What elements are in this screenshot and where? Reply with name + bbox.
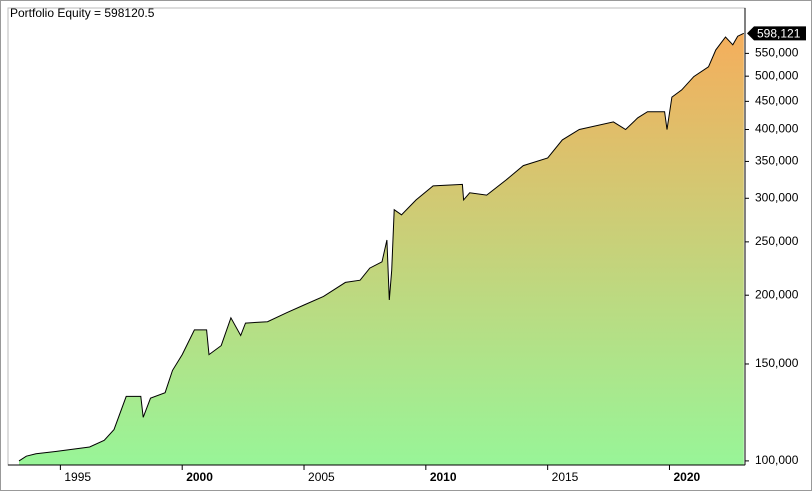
equity-line: [18, 32, 745, 462]
y-tick-label: 100,000: [755, 453, 799, 467]
y-tick-label: 300,000: [755, 190, 799, 204]
last-value-box: [747, 26, 806, 41]
equity-area: [19, 33, 744, 466]
x-tick-label: 2020: [673, 470, 700, 484]
y-tick-label: 450,000: [755, 94, 799, 108]
y-tick-label: 200,000: [755, 287, 799, 301]
y-tick-label: 150,000: [755, 356, 799, 370]
y-tick-label: 250,000: [755, 234, 799, 248]
chart-title: Portfolio Equity = 598120.5: [10, 6, 155, 20]
last-value-label: 598,121: [757, 27, 801, 41]
y-tick-label: 400,000: [755, 122, 799, 136]
x-tick-label: 2015: [552, 470, 579, 484]
x-tick-label: 2010: [430, 470, 457, 484]
y-tick-label: 350,000: [755, 154, 799, 168]
y-tick-label: 550,000: [755, 46, 799, 60]
x-tick-label: 2005: [308, 470, 335, 484]
y-tick-label: 500,000: [755, 68, 799, 82]
x-tick-label: 2000: [186, 470, 213, 484]
x-tick-label: 1995: [64, 470, 91, 484]
